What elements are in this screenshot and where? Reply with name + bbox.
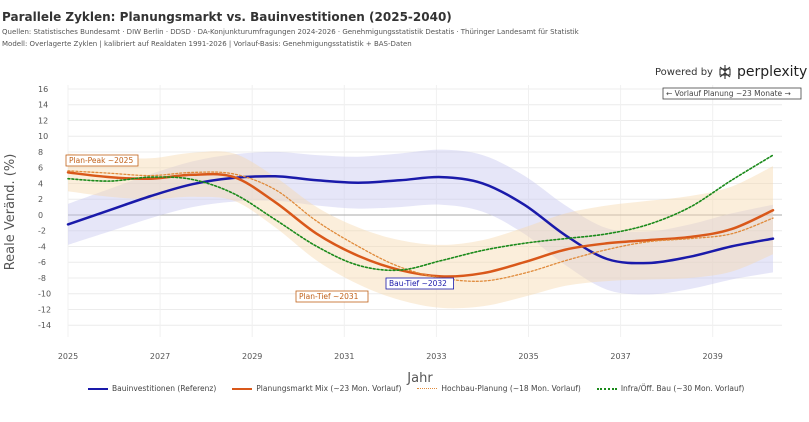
y-axis-title: Reale Veränd. (%) [3, 154, 18, 271]
chart-subtitle-model: Modell: Overlagerte Zyklen | kalibriert … [2, 40, 412, 48]
annotation-label-3: ← Vorlauf Planung ~23 Monate → [666, 89, 791, 98]
powered-by-label: Powered by [655, 66, 713, 78]
x-tick-label-0: 2025 [58, 352, 78, 361]
annotation-box-1 [295, 290, 369, 303]
legend-item-bau[interactable]: Bauinvestitionen (Referenz) [88, 384, 216, 393]
legend-label-hochbau: Hochbau-Planung (~18 Mon. Vorlauf) [441, 384, 581, 393]
annotation-box-2 [385, 277, 454, 290]
legend-item-plan[interactable]: Planungsmarkt Mix (~23 Mon. Vorlauf) [232, 384, 401, 393]
legend-item-infra[interactable]: Infra/Öff. Bau (~30 Mon. Vorlauf) [596, 384, 745, 393]
annotation-box-0 [65, 154, 139, 167]
legend-item-hochbau[interactable]: Hochbau-Planung (~18 Mon. Vorlauf) [417, 384, 581, 393]
plan-confidence-band [68, 151, 773, 309]
y-tick-label-1: 14 [38, 101, 48, 110]
legend-label-plan: Planungsmarkt Mix (~23 Mon. Vorlauf) [256, 384, 402, 393]
chart-title: Parallele Zyklen: Planungsmarkt vs. Baui… [2, 10, 452, 24]
y-tick-label-15: -14 [38, 321, 51, 330]
chart-legend: Bauinvestitionen (Referenz) Planungsmark… [88, 384, 744, 393]
x-tick-label-3: 2031 [334, 352, 354, 361]
y-tick-label-13: -10 [38, 290, 51, 299]
y-tick-label-14: -12 [38, 305, 51, 314]
legend-swatch-hochbau [417, 388, 438, 389]
x-tick-label-7: 2039 [703, 352, 723, 361]
series-line-infra [67, 154, 774, 272]
y-tick-label-5: 6 [38, 164, 43, 173]
y-tick-label-2: 12 [38, 116, 48, 125]
y-tick-label-9: -2 [38, 227, 46, 236]
perplexity-wordmark: perplexity [736, 64, 808, 80]
y-tick-label-6: 4 [38, 179, 43, 188]
x-tick-label-1: 2027 [150, 352, 170, 361]
y-tick-label-7: 2 [38, 195, 43, 204]
x-axis-title: Jahr [406, 371, 433, 386]
annotation-label-2: Bau-Tief ~2032 [389, 279, 447, 288]
y-tick-label-11: -6 [38, 258, 46, 267]
legend-swatch-infra [596, 387, 617, 390]
series-line-hochbau [67, 170, 774, 282]
chart-subtitle-sources: Quellen: Statistisches Bundesamt · DIW B… [2, 28, 579, 36]
y-tick-label-3: 10 [38, 132, 48, 141]
bau-confidence-band [68, 149, 773, 295]
y-tick-label-10: -4 [38, 242, 46, 251]
y-tick-label-12: -8 [38, 274, 46, 283]
legend-label-bau: Bauinvestitionen (Referenz) [112, 384, 217, 393]
annotation-label-0: Plan-Peak ~2025 [69, 156, 133, 165]
x-tick-label-4: 2033 [426, 352, 446, 361]
legend-label-infra: Infra/Öff. Bau (~30 Mon. Vorlauf) [620, 384, 745, 393]
annotation-label-1: Plan-Tief ~2031 [299, 292, 359, 301]
y-tick-label-0: 16 [38, 85, 48, 94]
legend-swatch-plan [232, 387, 253, 390]
powered-by-badge[interactable]: Powered by perplexity [655, 64, 807, 80]
x-tick-label-6: 2037 [610, 352, 630, 361]
perplexity-logo-icon [719, 65, 731, 79]
annotation-box-3 [662, 87, 802, 100]
y-tick-label-4: 8 [38, 148, 43, 157]
x-tick-label-5: 2035 [518, 352, 538, 361]
y-tick-label-8: 0 [38, 211, 43, 220]
series-line-plan [66, 171, 775, 278]
x-tick-label-2: 2029 [242, 352, 262, 361]
series-line-bau [66, 174, 775, 265]
legend-swatch-bau [88, 387, 108, 390]
